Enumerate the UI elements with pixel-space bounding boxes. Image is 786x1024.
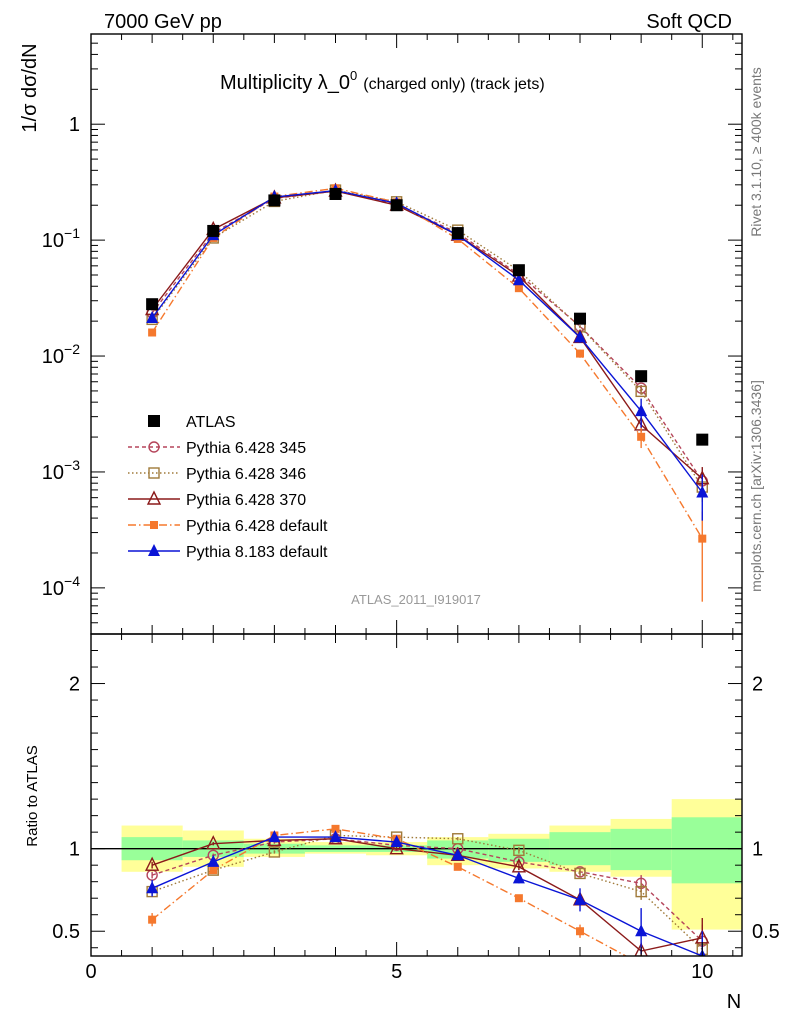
series-point-ratio [576, 927, 585, 936]
series-point-ratio [148, 915, 157, 924]
x-tick-label: 10 [691, 961, 713, 983]
series-line-ratio [151, 834, 703, 950]
series-point-ratio [329, 830, 342, 843]
ratio-panel-frame [90, 633, 743, 957]
rivet-label: Rivet 3.1.10, ≥ 400k events [748, 67, 764, 237]
legend-label: Pythia 6.428 default [186, 518, 328, 535]
series-point-top [576, 349, 585, 358]
legend-label: Pythia 6.428 345 [186, 440, 306, 457]
header-right: Soft QCD [646, 11, 732, 33]
series-point-ratio [207, 854, 220, 867]
y-axis-label-top: 1/σ dσ/dN [19, 43, 41, 132]
series-line-ratio [151, 836, 703, 956]
series-point-ratio [146, 881, 159, 894]
series-point-top [635, 404, 648, 417]
data-point [207, 224, 220, 237]
series-point-ratio [513, 844, 525, 857]
legend-label: Pythia 6.428 370 [186, 492, 306, 509]
legend-marker [148, 441, 160, 453]
series-point-ratio [146, 869, 158, 881]
series-point-ratio [389, 840, 404, 855]
y-tick-label-ratio-right: 0.5 [752, 921, 780, 943]
legend-marker [150, 521, 158, 529]
series-point-ratio [635, 885, 647, 898]
series-line-ratio [151, 838, 703, 942]
legend-label-data: ATLAS [186, 414, 236, 431]
series-point-ratio [451, 848, 464, 861]
legend-label: Pythia 6.428 346 [186, 466, 306, 483]
series-point-top [512, 273, 525, 286]
series-point-ratio [637, 960, 645, 968]
x-tick-label: 0 [85, 961, 96, 983]
y-tick-label-top: 1 [69, 114, 80, 136]
ratio-panel-plot [144, 824, 710, 995]
series-point-ratio [574, 892, 587, 905]
y-tick-label-top: 10−3 [42, 457, 80, 484]
series-point-ratio [268, 830, 281, 843]
series-point-ratio [512, 871, 525, 884]
series-line-top [151, 190, 703, 480]
series-point-ratio [206, 835, 221, 850]
ratio-band-inner [610, 828, 672, 871]
legend-marker [146, 490, 162, 505]
y-axis-label-ratio: Ratio to ATLAS [24, 745, 41, 846]
data-point [268, 194, 281, 207]
series-point-top [146, 311, 159, 324]
series-point-ratio [331, 824, 340, 833]
series-line-ratio [151, 838, 703, 952]
data-point [451, 227, 464, 240]
legend-marker [148, 544, 160, 556]
series-point-top [148, 328, 157, 337]
series-point-top [635, 385, 647, 398]
series-point-ratio [452, 833, 464, 845]
data-point [696, 433, 709, 446]
y-tick-label-top: 10−4 [42, 573, 80, 600]
series-point-top [514, 284, 523, 293]
analysis-id: ATLAS_2011_I919017 [351, 592, 481, 607]
series-point-top [637, 432, 646, 441]
series-point-top [696, 485, 709, 498]
series-point-ratio [144, 856, 160, 871]
series-point-top [698, 534, 707, 543]
legend-marker [148, 467, 160, 479]
legend-label: Pythia 8.183 default [186, 544, 328, 561]
series-point-ratio [635, 924, 648, 937]
y-tick-label-ratio-left: 2 [69, 674, 80, 696]
series-point-ratio [390, 835, 403, 848]
series-line-top [151, 189, 703, 493]
data-point [512, 264, 525, 277]
series-point-ratio [698, 987, 706, 995]
y-tick-label-ratio-left: 0.5 [52, 921, 80, 943]
data-point [574, 312, 587, 325]
series-point-top [574, 330, 587, 343]
x-axis-label: N [727, 991, 741, 1013]
series-line-top [151, 189, 703, 488]
y-tick-label-top: 10−1 [42, 225, 80, 252]
y-tick-label-ratio-right: 1 [752, 839, 763, 861]
chart-title: Multiplicity λ_00(charged only) (track j… [220, 68, 545, 94]
data-point [146, 298, 159, 311]
series-line-ratio [151, 828, 628, 956]
data-point [635, 370, 648, 383]
series-point-ratio [453, 862, 462, 871]
y-tick-label-top: 10−2 [42, 341, 80, 368]
legend-marker-data [148, 415, 160, 427]
y-tick-label-ratio-left: 1 [69, 839, 80, 861]
series-point-ratio [209, 866, 218, 875]
series-line-top [151, 187, 703, 539]
main-panel-plot [144, 182, 710, 602]
data-point [390, 199, 403, 212]
ratio-band-inner [671, 817, 742, 884]
data-point [329, 187, 342, 200]
header-left: 7000 GeV pp [104, 11, 222, 33]
series-point-ratio [634, 942, 648, 956]
series-point-ratio [268, 846, 281, 858]
series-point-ratio [574, 867, 586, 880]
y-tick-label-ratio-right: 2 [752, 674, 763, 696]
mcplots-label: mcplots.cern.ch [arXiv:1306.3436] [748, 380, 764, 592]
x-tick-label: 5 [391, 961, 402, 983]
series-point-ratio [514, 894, 523, 903]
series-line-top [151, 190, 703, 482]
